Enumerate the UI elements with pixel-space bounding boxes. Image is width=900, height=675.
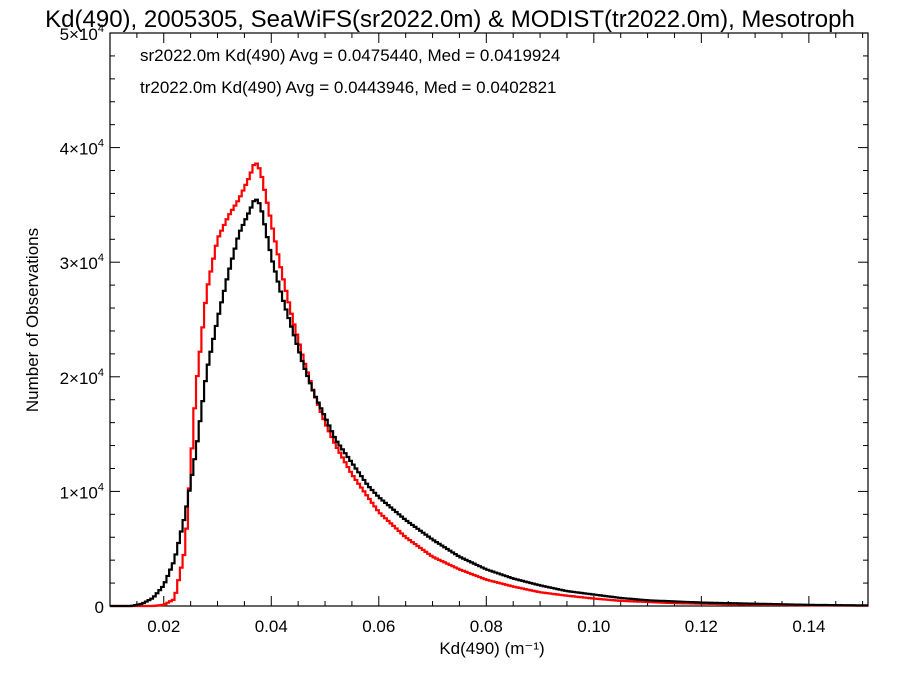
- x-tick-label-6: 0.14: [792, 617, 825, 636]
- y-axis-label: Number of Observations: [23, 228, 42, 412]
- x-tick-label-0: 0.02: [147, 617, 180, 636]
- chart-title: Kd(490), 2005305, SeaWiFS(sr2022.0m) & M…: [45, 6, 855, 33]
- x-tick-label-2: 0.06: [362, 617, 395, 636]
- x-tick-label-4: 0.10: [577, 617, 610, 636]
- y-tick-label-2: 2×104: [60, 367, 104, 388]
- y-tick-label-1: 1×104: [60, 481, 104, 502]
- x-axis-label: Kd(490) (m⁻¹): [439, 639, 544, 658]
- y-tick-label-3: 3×104: [60, 252, 104, 273]
- x-tick-label-3: 0.08: [470, 617, 503, 636]
- histogram-line-sr2022.0m: [110, 198, 868, 608]
- plot-frame: [109, 32, 869, 607]
- y-tick-label-5: 5×104: [60, 23, 104, 44]
- axis-ticks: 0.02 0.04 0.06 0.08 0.10 0.12 0.14 0 1×104 2×104 3…: [60, 23, 868, 636]
- histogram-line-tr2022.0m: [110, 162, 868, 608]
- y-tick-label-0: 0: [95, 598, 104, 617]
- legend-entry-tr2022: tr2022.0m Kd(490) Avg = 0.0443946, Med =…: [140, 78, 557, 97]
- x-tick-label-1: 0.04: [255, 617, 288, 636]
- legend-entry-sr2022: sr2022.0m Kd(490) Avg = 0.0475440, Med =…: [140, 46, 560, 65]
- histogram-series: [110, 162, 868, 608]
- x-tick-label-5: 0.12: [685, 617, 718, 636]
- y-tick-label-4: 4×104: [60, 138, 104, 159]
